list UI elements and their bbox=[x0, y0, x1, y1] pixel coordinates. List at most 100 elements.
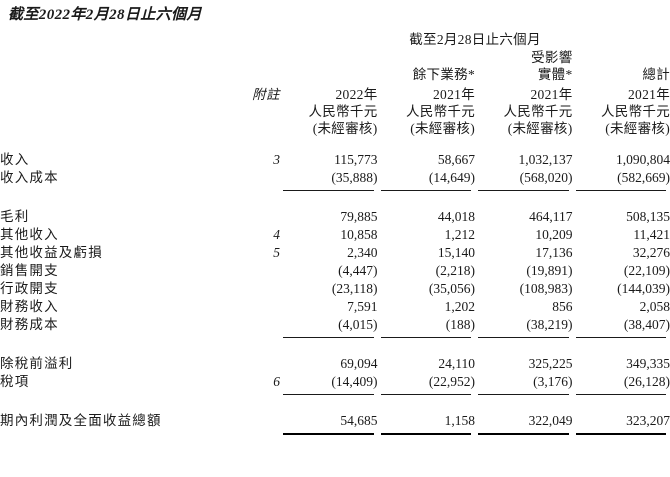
cell-cost-of-revenue-col3: (568,020) bbox=[519, 170, 573, 185]
row-note-finance-income bbox=[222, 298, 280, 316]
table-row: 其他收入 4 10,858 1,212 10,209 11,421 bbox=[0, 226, 670, 244]
cell-finance-costs-col1: (4,015) bbox=[338, 317, 378, 332]
row-note-taxation: 6 bbox=[273, 374, 280, 389]
cell-finance-income-col4: 2,058 bbox=[639, 299, 670, 314]
table-row: 毛利 79,885 44,018 464,117 508,135 bbox=[0, 208, 670, 226]
audit-pad-note bbox=[222, 120, 280, 137]
rule-pad-a bbox=[0, 187, 222, 194]
rule-col4 bbox=[573, 334, 670, 341]
year-col3: 2021年 bbox=[530, 87, 573, 102]
cell-gross-profit-col2: 44,018 bbox=[437, 209, 475, 224]
group-label-col2: 餘下業務* bbox=[412, 67, 475, 82]
cell-taxation-col1: (14,409) bbox=[331, 374, 378, 389]
row-label-taxation: 稅項 bbox=[0, 374, 30, 389]
cell-profit-before-tax-col4: 349,335 bbox=[626, 356, 670, 371]
cell-selling-expenses-col1: (4,447) bbox=[338, 263, 378, 278]
table-row: 其他收益及虧損 5 2,340 15,140 17,136 32,276 bbox=[0, 244, 670, 262]
row-note-revenue: 3 bbox=[273, 152, 280, 167]
rule-col1 bbox=[280, 187, 378, 194]
cell-profit-before-tax-col2: 24,110 bbox=[438, 356, 475, 371]
row-label-selling-expenses: 銷售開支 bbox=[0, 263, 59, 278]
table-row: 行政開支 (23,118) (35,056) (108,983) (144,03… bbox=[0, 280, 670, 298]
cell-selling-expenses-col2: (2,218) bbox=[435, 263, 475, 278]
cell-finance-income-col1: 7,591 bbox=[347, 299, 378, 314]
cell-total-comprehensive-income-col2: 1,158 bbox=[444, 413, 475, 428]
rule-col4 bbox=[573, 187, 670, 194]
group-label-col2-line1 bbox=[378, 49, 476, 66]
cell-total-comprehensive-income-col1: 54,685 bbox=[340, 413, 378, 428]
group1-pad-label bbox=[0, 49, 222, 66]
row-label-profit-before-tax: 除稅前溢利 bbox=[0, 356, 74, 371]
rule-col2 bbox=[378, 334, 476, 341]
cell-cost-of-revenue-col2: (14,649) bbox=[428, 170, 475, 185]
audit-col2: (未經審核) bbox=[410, 121, 475, 136]
row-label-admin-expenses: 行政開支 bbox=[0, 281, 59, 296]
rule-col2 bbox=[378, 430, 476, 437]
cell-profit-before-tax-col1: 69,094 bbox=[340, 356, 378, 371]
rule-col1 bbox=[280, 391, 378, 398]
cell-finance-income-col2: 1,202 bbox=[444, 299, 475, 314]
row-label-other-income: 其他收入 bbox=[0, 227, 59, 242]
currency-pad-label bbox=[0, 103, 222, 120]
cell-taxation-col3: (3,176) bbox=[533, 374, 573, 389]
span-header-pad-note bbox=[222, 28, 280, 48]
table-row: 財務成本 (4,015) (188) (38,219) (38,407) bbox=[0, 316, 670, 334]
cell-cost-of-revenue-col4: (582,669) bbox=[617, 170, 670, 185]
year-col1: 2022年 bbox=[335, 87, 378, 102]
row-label-total-comprehensive-income: 期內利潤及全面收益總額 bbox=[0, 413, 162, 428]
spacer-after-header bbox=[0, 137, 670, 151]
cell-revenue-col1: 115,773 bbox=[334, 152, 378, 167]
rule-col2 bbox=[378, 391, 476, 398]
rule-col3 bbox=[475, 430, 573, 437]
group-label-col1 bbox=[280, 66, 378, 83]
spacer-before-total bbox=[0, 398, 670, 412]
currency-header-row: 人民幣千元 人民幣千元 人民幣千元 人民幣千元 bbox=[0, 103, 670, 120]
table-row: 稅項 6 (14,409) (22,952) (3,176) (26,128) bbox=[0, 373, 670, 391]
cell-other-income-col1: 10,858 bbox=[340, 227, 378, 242]
cell-finance-costs-col3: (38,219) bbox=[526, 317, 573, 332]
spacer-cell bbox=[0, 194, 670, 208]
cell-taxation-col2: (22,952) bbox=[428, 374, 475, 389]
rule-col4 bbox=[573, 391, 670, 398]
subtotal-rule-gross-profit bbox=[0, 187, 670, 194]
note-column-header: 附註 bbox=[252, 87, 280, 102]
cell-gross-profit-col3: 464,117 bbox=[529, 209, 573, 224]
cell-revenue-col3: 1,032,137 bbox=[518, 152, 573, 167]
cell-other-income-col2: 1,212 bbox=[444, 227, 475, 242]
row-label-finance-income: 財務收入 bbox=[0, 299, 59, 314]
cell-profit-before-tax-col3: 325,225 bbox=[528, 356, 573, 371]
row-note-gross-profit bbox=[222, 208, 280, 226]
cell-total-comprehensive-income-col3: 322,049 bbox=[528, 413, 573, 428]
rule-pad-b bbox=[222, 430, 280, 437]
currency-col2: 人民幣千元 bbox=[406, 104, 475, 119]
subtotal-rule-profit-before-tax bbox=[0, 334, 670, 341]
year-pad-label bbox=[0, 83, 222, 103]
row-label-gross-profit: 毛利 bbox=[0, 209, 30, 224]
row-note-selling-expenses bbox=[222, 262, 280, 280]
final-total-rule bbox=[0, 430, 670, 437]
cell-other-gains-losses-col1: 2,340 bbox=[347, 245, 378, 260]
row-note-other-gains-losses: 5 bbox=[273, 245, 280, 260]
rule-pad-a bbox=[0, 334, 222, 341]
cell-finance-costs-col2: (188) bbox=[445, 317, 475, 332]
rule-pad-b bbox=[222, 391, 280, 398]
row-note-admin-expenses bbox=[222, 280, 280, 298]
cell-admin-expenses-col3: (108,983) bbox=[519, 281, 573, 296]
cell-selling-expenses-col4: (22,109) bbox=[623, 263, 670, 278]
rule-col3 bbox=[475, 187, 573, 194]
group-label-col4-line1 bbox=[573, 49, 670, 66]
cell-revenue-col4: 1,090,804 bbox=[616, 152, 670, 167]
cell-cost-of-revenue-col1: (35,888) bbox=[331, 170, 378, 185]
rule-pad-b bbox=[222, 334, 280, 341]
spacer-before-profit-before-tax bbox=[0, 341, 670, 355]
span-header-pad-label bbox=[0, 28, 222, 48]
row-label-cost-of-revenue: 收入成本 bbox=[0, 170, 59, 185]
group-header-line1-row: 受影響 bbox=[0, 49, 670, 66]
row-note-profit-before-tax bbox=[222, 355, 280, 373]
spacer-cell bbox=[0, 137, 670, 151]
year-col4: 2021年 bbox=[628, 87, 670, 102]
currency-col4: 人民幣千元 bbox=[601, 104, 670, 119]
period-span-header: 截至2月28日止六個月 bbox=[409, 32, 541, 47]
group-label-col3: 實體* bbox=[537, 67, 573, 82]
row-label-other-gains-losses: 其他收益及虧損 bbox=[0, 245, 103, 260]
